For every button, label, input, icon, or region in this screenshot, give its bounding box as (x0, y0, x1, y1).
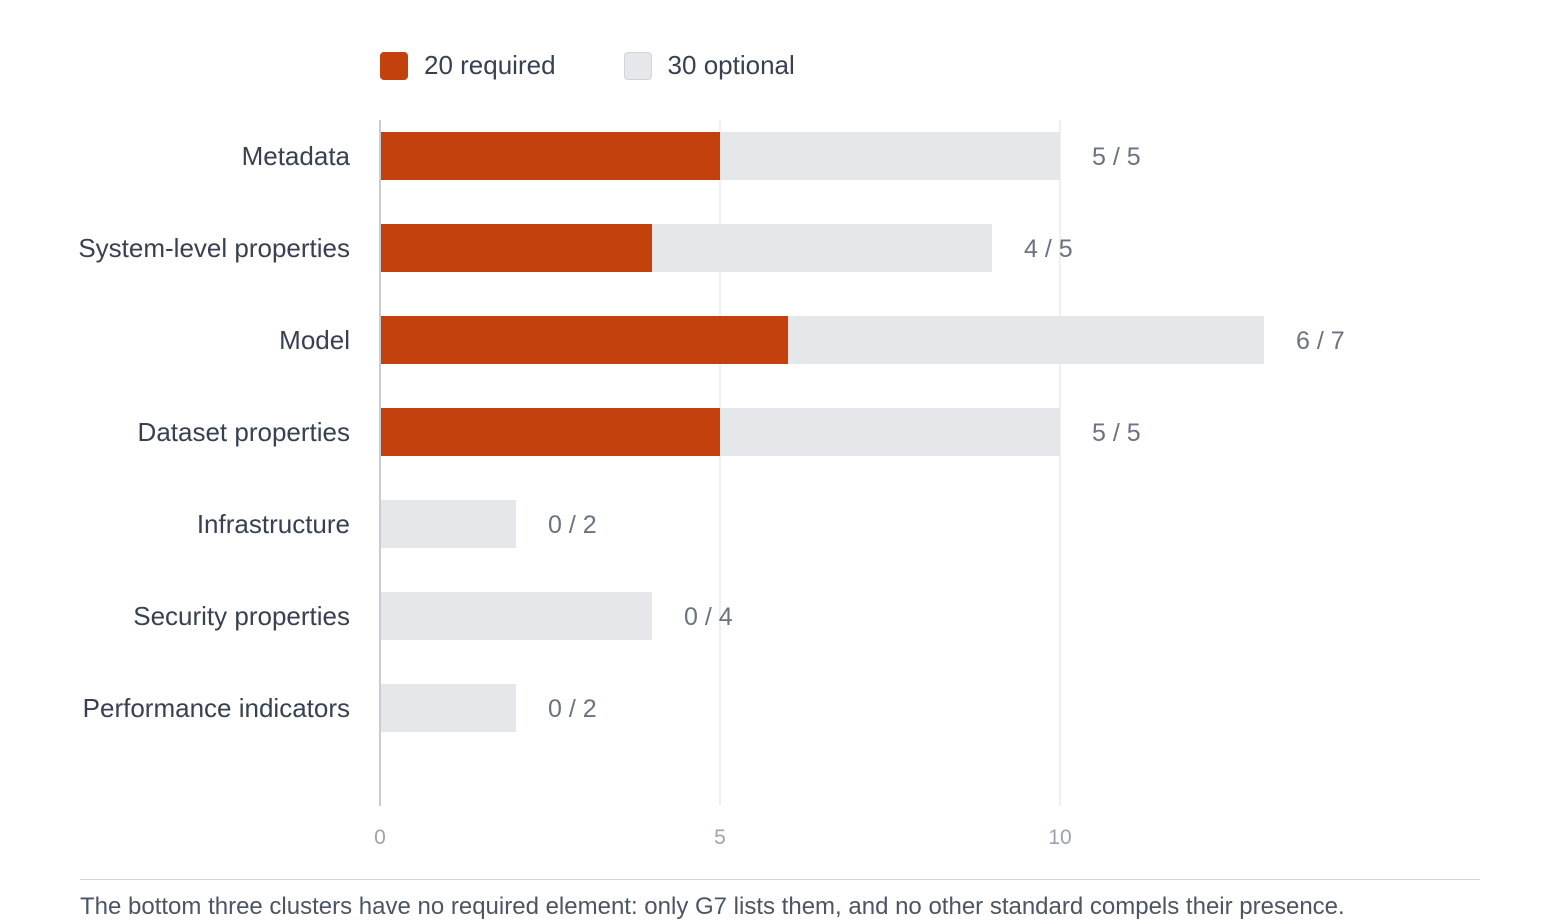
value-label-3: 5 / 5 (1092, 419, 1141, 447)
legend-item-optional: 30 optional (623, 50, 795, 81)
category-label-2: Model (279, 325, 350, 355)
stacked-bar-chart: Metadata 5 / 5 System-level properties 4 / … (78, 120, 1345, 849)
category-label-1: System-level properties (78, 233, 350, 263)
bar-optional-0 (720, 132, 1060, 180)
legend-label-required: 20 required (424, 50, 556, 80)
value-label-2: 6 / 7 (1296, 327, 1345, 355)
legend-item-required: 20 required (380, 50, 556, 81)
bar-optional-5 (380, 592, 652, 640)
bar-optional-3 (720, 408, 1060, 456)
caption-divider (80, 879, 1480, 880)
bar-required-2 (380, 316, 788, 364)
chart-caption: The bottom three clusters have no requir… (80, 893, 1345, 920)
legend-swatch-required (380, 51, 408, 80)
legend-swatch-optional (623, 51, 652, 80)
x-tick-label-10: 10 (1048, 826, 1071, 849)
bar-optional-1 (652, 224, 992, 272)
chart-legend: 20 required 30 optional (380, 50, 863, 81)
value-label-5: 0 / 4 (684, 603, 733, 631)
category-label-3: Dataset properties (138, 417, 350, 447)
x-tick-label-5: 5 (714, 826, 726, 849)
bar-required-3 (380, 408, 720, 456)
bar-optional-4 (380, 500, 516, 548)
bar-required-1 (380, 224, 652, 272)
category-label-6: Performance indicators (83, 693, 350, 723)
x-tick-label-0: 0 (374, 826, 386, 849)
value-label-6: 0 / 2 (548, 695, 597, 723)
category-label-5: Security properties (133, 601, 350, 631)
bar-optional-2 (788, 316, 1264, 364)
bar-optional-6 (380, 684, 516, 732)
value-label-1: 4 / 5 (1024, 235, 1073, 263)
category-label-4: Infrastructure (197, 509, 350, 539)
value-label-4: 0 / 2 (548, 511, 597, 539)
value-label-0: 5 / 5 (1092, 143, 1141, 171)
legend-label-optional: 30 optional (667, 50, 795, 80)
bar-required-0 (380, 132, 720, 180)
category-label-0: Metadata (242, 141, 351, 171)
